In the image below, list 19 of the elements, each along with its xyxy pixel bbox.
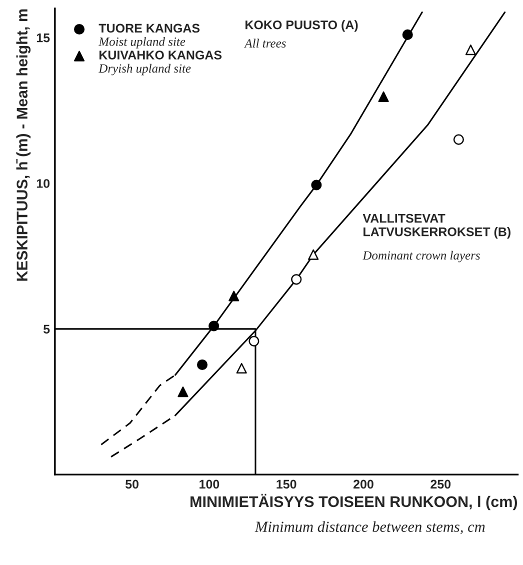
annotation: Dryish upland site — [98, 64, 191, 76]
x-tick-label: 200 — [353, 480, 374, 489]
x-tick-label: 100 — [200, 480, 220, 489]
text: Minimum distance between stems, cm — [254, 521, 485, 534]
y-tick-label: 15 — [36, 34, 50, 42]
annotation: All trees — [244, 38, 286, 48]
x-axis-title: MINIMIETÄISYYS TOISEEN RUNKOON, l (cm) — [190, 494, 518, 510]
x-tick-label: 250 — [430, 480, 451, 489]
legend-label: KUIVAHKO KANGAS — [100, 50, 222, 60]
annotation: KOKO PUUSTO (A) — [246, 20, 358, 32]
y-axis-title: KESKIPITUUS, h̄ (m) - Mean height, m — [16, 9, 31, 281]
y-tick-label: 5 — [43, 324, 50, 334]
y-tick-label: 10 — [36, 179, 50, 188]
x-tick-label: 50 — [125, 480, 138, 489]
annotation: Dominant crown layers — [362, 250, 480, 262]
x-tick-label: 150 — [276, 480, 296, 489]
annotation: VALLITSEVAT LATVUSKERROKSET (B) — [362, 214, 510, 239]
annotation: Moist upland site — [98, 37, 186, 48]
legend-label: TUORE KANGAS — [98, 24, 200, 33]
